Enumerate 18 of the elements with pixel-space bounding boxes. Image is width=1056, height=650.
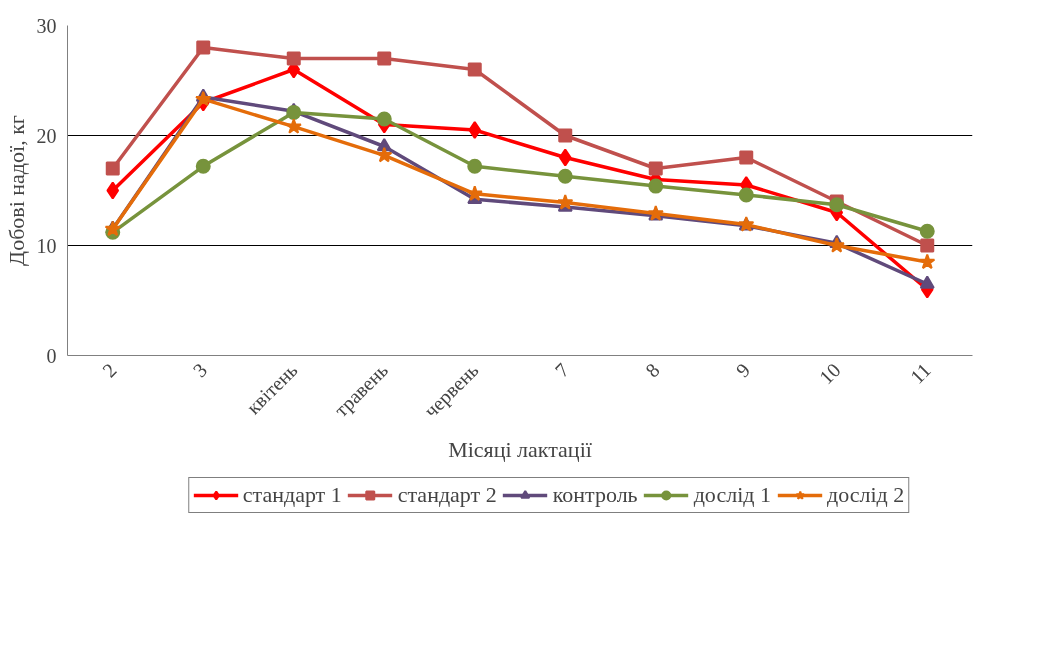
y-tick-label: 0 [46, 344, 57, 367]
y-tick-label: 20 [36, 124, 57, 147]
legend-label: контроль [552, 482, 638, 508]
x-tick-label: 11 [905, 358, 936, 388]
y-tick-label: 30 [36, 14, 57, 37]
x-tick-label: 3 [188, 358, 212, 382]
x-tick-label: 2 [97, 358, 121, 382]
x-axis-title: Місяці лактації [448, 437, 593, 463]
x-tick-label: 8 [640, 358, 664, 382]
legend-label: стандарт 2 [397, 482, 497, 508]
y-axis-title: Добові надої, кг [3, 115, 29, 266]
y-tick-label: 10 [36, 234, 57, 257]
legend-label: дослід 1 [693, 482, 771, 508]
x-tick-label: 10 [814, 358, 845, 389]
x-tick-label: 9 [731, 358, 755, 382]
legend-label: дослід 2 [826, 482, 905, 508]
legend-label: стандарт 1 [242, 482, 342, 508]
x-tick-label: 7 [550, 358, 574, 382]
